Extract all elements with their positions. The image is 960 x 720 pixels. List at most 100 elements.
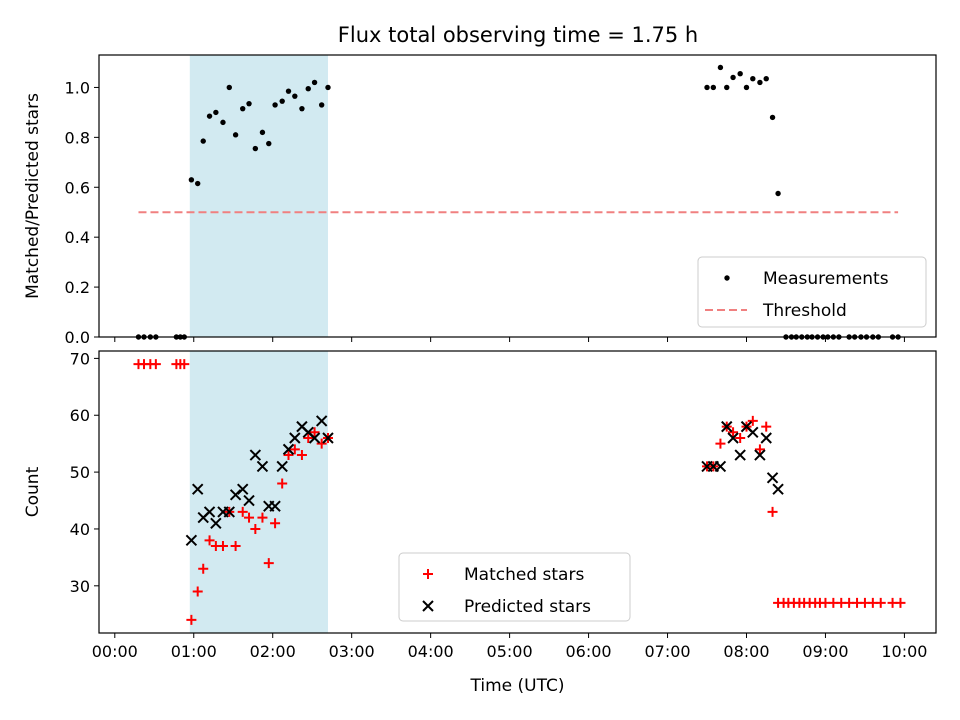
legend-label: Matched stars xyxy=(464,565,584,585)
ratio-panel: 0.0 0.2 0.4 0.6 0.8 1.0 Matched/Predicted star… xyxy=(23,54,937,347)
measurement-point xyxy=(737,71,743,77)
predicted-star-marker xyxy=(766,472,779,484)
measurement-point xyxy=(717,64,724,71)
x-tick-label: 09:00 xyxy=(802,642,848,661)
matched-star-marker xyxy=(309,427,320,438)
matched-star-marker xyxy=(179,359,190,370)
predicted-star-marker xyxy=(721,420,733,433)
measurement-point xyxy=(232,132,239,138)
legend-plus-icon xyxy=(423,569,433,579)
legend-box xyxy=(398,552,631,622)
measurement-point xyxy=(724,84,730,91)
matched-star-marker xyxy=(257,512,268,523)
predicted-star-marker xyxy=(727,432,739,444)
y-tick-label: 0.8 xyxy=(65,128,90,147)
measurement-point xyxy=(763,76,769,82)
measurement-point xyxy=(325,84,331,91)
y-axis-label: Matched/Predicted stars xyxy=(23,93,43,299)
legend-box xyxy=(697,256,927,328)
matched-star-marker xyxy=(754,444,765,455)
measurement-point xyxy=(318,102,325,108)
x-axis-label: Time (UTC) xyxy=(470,676,565,696)
shaded-region xyxy=(189,351,328,633)
y-tick-label: 70 xyxy=(70,349,90,368)
x-tick-label: 00:00 xyxy=(92,642,138,661)
matched-star-marker xyxy=(761,421,772,432)
measurement-point xyxy=(710,84,717,91)
measurement-point xyxy=(730,74,736,81)
matched-star-marker xyxy=(263,558,274,569)
predicted-star-marker xyxy=(747,426,759,439)
legend-label: Predicted stars xyxy=(464,597,591,617)
matched-star-marker xyxy=(186,614,197,625)
axes-frame xyxy=(98,350,937,634)
matched-star-marker xyxy=(735,432,746,443)
predicted-star-marker xyxy=(243,494,255,507)
matched-star-marker xyxy=(244,512,255,523)
measurement-point xyxy=(299,105,305,112)
measurement-point xyxy=(285,88,292,94)
y-tick-label: 0.0 xyxy=(65,328,90,347)
x-tick-label: 07:00 xyxy=(644,642,690,661)
measurement-point xyxy=(272,102,278,108)
legend: Matched stars Predicted stars xyxy=(398,552,631,622)
predicted-star-marker xyxy=(276,460,288,473)
count-panel: 30 40 50 60 70 00:00 01:00 02:00 03:00 04:00 05:00… xyxy=(23,349,937,696)
matched-star-marker xyxy=(289,444,300,455)
matched-star-marker xyxy=(150,359,161,370)
measurement-point xyxy=(743,84,750,91)
y-tick-label: 40 xyxy=(70,520,90,539)
predicted-star-marker xyxy=(191,483,204,495)
measurement-point xyxy=(200,138,206,144)
matched-star-marker xyxy=(270,518,281,529)
matched-star-marker xyxy=(715,438,726,449)
y-tick-label: 1.0 xyxy=(65,78,90,97)
matched-star-marker xyxy=(198,563,209,574)
measurement-point xyxy=(195,180,201,187)
predicted-star-marker xyxy=(229,489,242,501)
measurement-point xyxy=(213,109,219,116)
measurement-point xyxy=(226,84,232,91)
predicted-star-marker xyxy=(203,506,216,518)
chart-title: Flux total observing time = 1.75 h xyxy=(338,23,698,47)
predicted-star-marker xyxy=(772,483,784,495)
y-tick-label: 0.2 xyxy=(65,278,90,297)
measurement-point xyxy=(292,93,298,99)
matched-star-marker xyxy=(316,438,327,449)
predicted-star-marker xyxy=(289,432,301,444)
predicted-star-marker xyxy=(237,483,249,495)
y-tick-label: 30 xyxy=(70,577,90,596)
measurement-point xyxy=(240,105,246,112)
legend-dot-icon xyxy=(724,275,730,281)
legend-label: Threshold xyxy=(762,301,847,321)
x-tick-label: 02:00 xyxy=(250,642,296,661)
matched-star-marker xyxy=(237,506,248,517)
x-tick-label: 04:00 xyxy=(408,642,454,661)
matched-star-marker xyxy=(767,506,778,517)
predicted-star-marker xyxy=(734,449,746,461)
x-tick-label: 06:00 xyxy=(566,642,612,661)
measurement-point xyxy=(704,84,710,91)
predicted-star-marker xyxy=(185,534,198,547)
predicted-star-marker xyxy=(223,506,235,518)
predicted-star-marker xyxy=(754,449,766,461)
predicted-star-marker xyxy=(315,415,328,427)
x-tick-label: 03:00 xyxy=(329,642,375,661)
matched-star-marker xyxy=(217,541,228,552)
measurement-point xyxy=(259,129,266,136)
predicted-star-marker xyxy=(714,460,727,473)
measurement-point xyxy=(266,140,272,147)
measurement-point xyxy=(246,100,252,107)
matched-star-marker xyxy=(230,541,241,552)
predicted-star-marker xyxy=(308,432,321,444)
x-tick-label: 08:00 xyxy=(723,642,769,661)
predicted-star-marker xyxy=(256,460,269,473)
legend-x-icon xyxy=(422,600,434,612)
y-tick-label: 0.6 xyxy=(65,178,90,197)
shaded-region xyxy=(189,55,328,337)
measurement-point xyxy=(279,98,285,104)
matched-star-marker xyxy=(296,450,307,461)
measurement-point xyxy=(188,177,195,183)
measurement-point xyxy=(305,85,311,92)
